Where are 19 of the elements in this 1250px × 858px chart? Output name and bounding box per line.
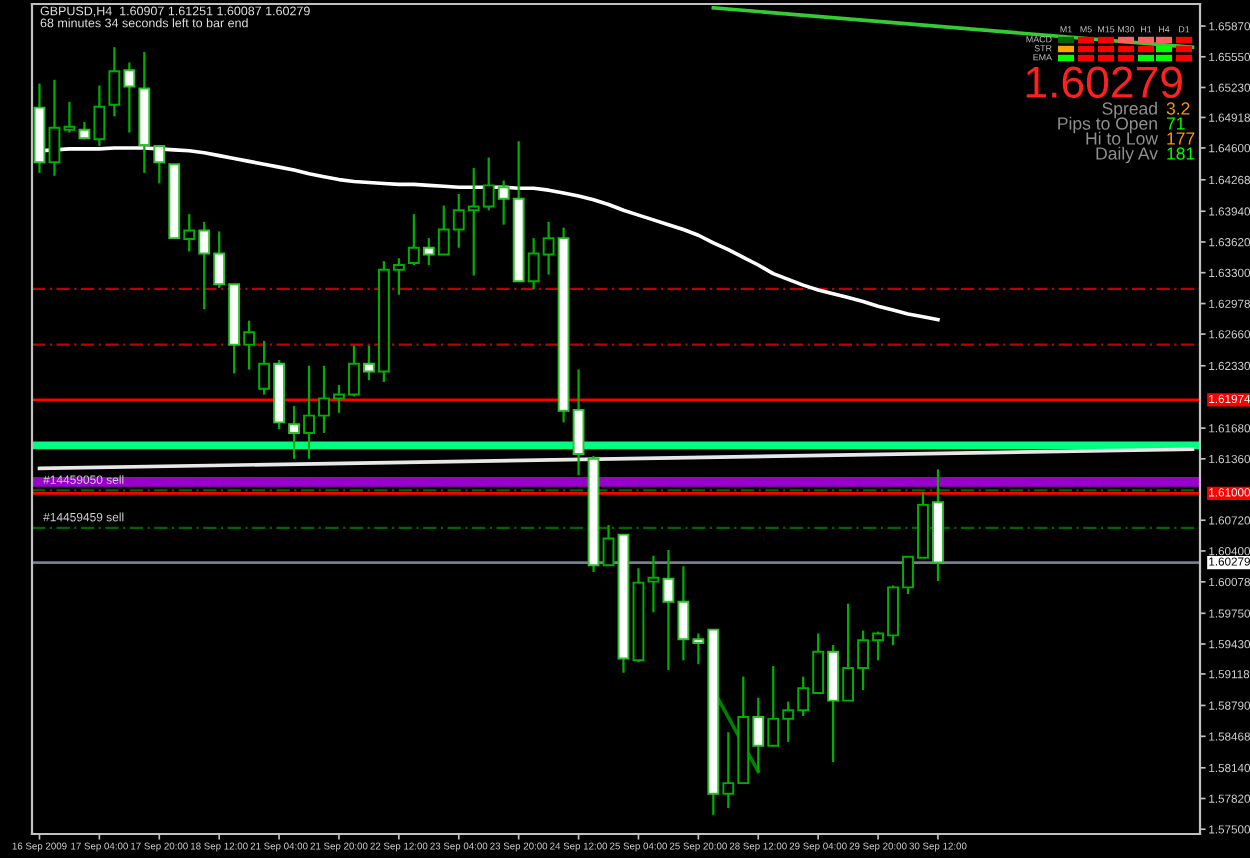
candlestick — [93, 84, 106, 148]
candlestick — [48, 78, 61, 177]
candlestick — [108, 46, 121, 118]
annotation: 181 — [1167, 147, 1195, 160]
annotation: Hi to Low — [1086, 131, 1159, 145]
candlestick — [602, 523, 615, 567]
candlestick — [647, 554, 660, 614]
annotation: Spread — [1102, 101, 1157, 119]
candlestick — [243, 319, 256, 371]
annotation: 1.60279 — [1026, 66, 1182, 98]
annotation: 3.2 — [1166, 102, 1190, 115]
annotation: Pips to Open — [1058, 116, 1157, 134]
annotation: Daily Av — [1096, 146, 1158, 164]
candlestick — [258, 339, 271, 396]
candlestick — [63, 100, 76, 134]
annotation: 177 — [1167, 132, 1195, 145]
candlestick — [407, 213, 420, 267]
annotation: 71 — [1166, 117, 1185, 130]
candlestick — [183, 213, 196, 253]
